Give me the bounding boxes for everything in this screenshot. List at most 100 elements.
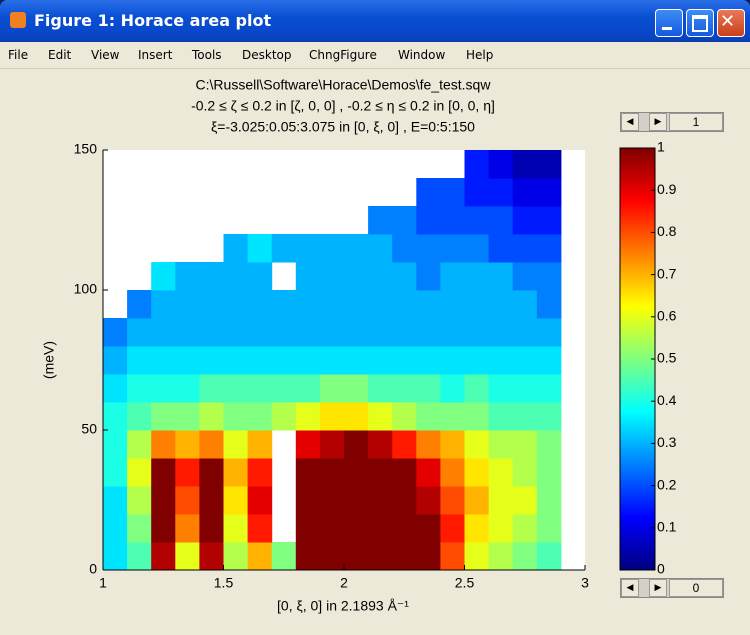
heat-cell — [199, 290, 224, 319]
chart-title: C:\Russell\Software\Horace\Demos\fe_test… — [196, 77, 492, 93]
colorbar-tick-label: 0.2 — [657, 476, 677, 492]
heat-cell — [175, 542, 200, 571]
heat-cell — [440, 458, 465, 487]
heat-cell — [440, 486, 465, 515]
heat-cell — [440, 346, 465, 375]
heat-cell — [392, 318, 417, 347]
heat-cell — [103, 318, 128, 347]
heat-cell — [151, 346, 176, 375]
heat-cell — [344, 542, 369, 571]
menu-item[interactable]: File — [8, 48, 29, 62]
slider-top[interactable]: ◀ ▶ 1 — [620, 112, 724, 132]
menu-item[interactable]: Help — [466, 48, 494, 62]
heat-cell — [344, 402, 369, 431]
heat-cell — [199, 430, 224, 459]
heat-cell — [295, 486, 321, 515]
menu-item[interactable]: View — [91, 48, 120, 62]
heat-cell — [536, 402, 562, 431]
slider-right[interactable]: ▶ — [649, 579, 667, 597]
heat-cell — [295, 346, 321, 375]
heat-cell — [199, 318, 224, 347]
heat-cell — [416, 514, 441, 543]
slider-left[interactable]: ◀ — [621, 579, 639, 597]
heat-cell — [103, 430, 128, 459]
heat-cell — [368, 346, 393, 375]
heat-cell — [247, 234, 273, 263]
slider-bottom[interactable]: ◀ ▶ 0 — [620, 578, 724, 598]
heat-cell — [175, 402, 200, 431]
heat-cell — [151, 514, 176, 543]
heat-cell — [536, 374, 562, 403]
heat-cell — [440, 514, 465, 543]
heat-cell — [247, 486, 273, 515]
slider-value[interactable]: 1 — [669, 113, 723, 131]
menu-item[interactable]: Tools — [192, 48, 222, 62]
heat-cell — [392, 514, 417, 543]
heat-cell — [392, 206, 417, 235]
heat-cell — [368, 542, 393, 571]
heat-cell — [175, 374, 200, 403]
heat-cell — [368, 262, 393, 291]
slider-value[interactable]: 0 — [669, 579, 723, 597]
menu-item[interactable]: Insert — [138, 48, 173, 62]
menu-item[interactable]: ChngFigure — [309, 48, 377, 62]
menu-item[interactable]: Window — [398, 48, 446, 62]
colorbar-tick-label: 0.6 — [657, 308, 677, 324]
heat-cell — [488, 458, 514, 487]
menu-item[interactable]: Desktop — [242, 48, 292, 62]
heat-cell — [295, 290, 321, 319]
heat-cell — [247, 402, 273, 431]
heat-cell — [199, 262, 224, 291]
heat-cell — [223, 458, 249, 487]
heat-cell — [247, 542, 273, 571]
heat-cell — [319, 458, 345, 487]
heat-cell — [464, 206, 490, 235]
heat-cell — [295, 402, 321, 431]
menu-item[interactable]: Edit — [48, 48, 72, 62]
app-icon — [10, 12, 26, 28]
heat-cell — [344, 374, 369, 403]
heat-cell — [319, 318, 345, 347]
heat-cell — [344, 234, 369, 263]
maximize-button[interactable] — [686, 9, 714, 37]
heat-cell — [344, 290, 369, 319]
y-tick-label: 0 — [89, 561, 97, 577]
colorbar-tick-label: 0.1 — [657, 519, 677, 535]
heat-cell — [223, 542, 249, 571]
heat-cell — [295, 374, 321, 403]
heat-cell — [247, 374, 273, 403]
slider-right[interactable]: ▶ — [649, 113, 667, 131]
heat-cell — [416, 206, 441, 235]
heat-cell — [488, 486, 514, 515]
heat-cell — [344, 318, 369, 347]
heat-cell — [271, 234, 297, 263]
heat-cell — [247, 458, 273, 487]
heat-cell — [416, 486, 441, 515]
heat-cell — [319, 486, 345, 515]
heat-cell — [464, 402, 490, 431]
colorbar-tick-label: 0.9 — [657, 181, 677, 197]
heat-cell — [440, 430, 465, 459]
slider-left[interactable]: ◀ — [621, 113, 639, 131]
colorbar-tick-label: 0.7 — [657, 265, 677, 281]
minimize-button[interactable] — [655, 9, 683, 37]
heat-cell — [103, 346, 128, 375]
heat-cell — [488, 514, 514, 543]
heat-cell — [368, 402, 393, 431]
close-button[interactable]: ✕ — [717, 9, 745, 37]
heat-cell — [392, 430, 417, 459]
heat-cell — [392, 374, 417, 403]
heat-cell — [464, 234, 490, 263]
heat-cell — [488, 346, 514, 375]
heat-cell — [512, 514, 538, 543]
heat-cell — [416, 402, 441, 431]
heat-cell — [512, 150, 538, 179]
heat-cell — [536, 458, 562, 487]
heat-cell — [295, 458, 321, 487]
heat-cell — [151, 318, 176, 347]
heat-cell — [175, 318, 200, 347]
heat-cell — [271, 402, 297, 431]
heat-cell — [319, 234, 345, 263]
